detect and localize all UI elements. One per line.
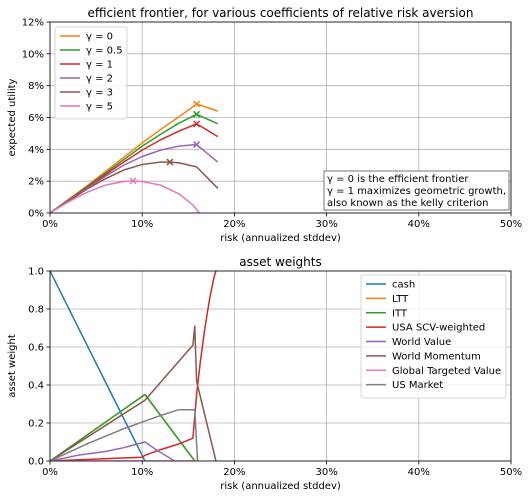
- marker-stroke: [193, 110, 201, 118]
- y-tick-label: 12%: [22, 18, 44, 29]
- chart-2: 0% 10% 20% 30% 40% 50% 0.0 0.2 0.4 0.6 0.8 1.0 asset…: [7, 255, 522, 492]
- annotation-box: [323, 170, 510, 211]
- series-line-8: [50, 408, 199, 461]
- x-tick-label: 30%: [315, 467, 337, 478]
- x-tick-label: 40%: [408, 467, 430, 478]
- y-tick-label: 0.2: [28, 419, 44, 430]
- legend-entry-8: US Market: [392, 380, 443, 391]
- marker-stroke: [166, 158, 174, 166]
- marker-stroke: [193, 141, 201, 149]
- legend-entry-2: γ = 0.5: [86, 46, 123, 57]
- y-tick-label: 0%: [28, 209, 44, 220]
- legend-entry-1: cash: [392, 280, 415, 291]
- y-tick-label: 0.6: [28, 343, 44, 354]
- annotation-line-1: γ = 0 is the efficient frontier: [327, 174, 469, 185]
- series-marker-6: [129, 177, 137, 185]
- marker-stroke: [193, 100, 201, 108]
- plot-frame: [49, 21, 512, 214]
- x-tick-label: 50%: [500, 467, 522, 478]
- legend-entry-1: γ = 0: [86, 32, 113, 43]
- y-tick-label: 8%: [28, 81, 44, 92]
- plot-frame: [49, 270, 512, 462]
- legend-entry-6: World Momentum: [392, 351, 481, 362]
- y-tick-label: 6%: [28, 113, 44, 124]
- x-axis-label: risk (annualized stddev): [220, 481, 341, 492]
- marker-stroke: [193, 120, 201, 128]
- legend-entry-6: γ = 5: [86, 102, 113, 113]
- series-line-3: [50, 393, 196, 461]
- series-line-5: [50, 161, 219, 213]
- series-group: [50, 103, 219, 213]
- x-tick-label: 40%: [408, 219, 430, 230]
- y-tick-label: 2%: [28, 177, 44, 188]
- y-tick-label: 4%: [28, 145, 44, 156]
- chart-1: 0% 10% 20% 30% 40% 50% 0% 2% 4% 6% 8% 10% 12% efficie…: [7, 6, 522, 244]
- series-line-1: [50, 271, 146, 461]
- legend-entry-5: γ = 3: [86, 88, 113, 99]
- series-group: [50, 271, 217, 461]
- y-tick-label: 0.8: [28, 305, 44, 316]
- series-line-6: [50, 325, 217, 461]
- y-tick-label: 10%: [22, 49, 44, 60]
- x-tick-label: 10%: [131, 219, 153, 230]
- marker-stroke: [129, 177, 137, 185]
- y-axis-label: asset weight: [7, 334, 18, 398]
- annotation-line-3: also known as the kelly criterion: [327, 198, 489, 209]
- annotation-line-2: γ = 1 maximizes geometric growth,: [327, 186, 506, 197]
- legend-entry-5: World Value: [392, 337, 451, 348]
- y-tick-label: 0.0: [28, 457, 44, 468]
- y-axis-label: expected utility: [7, 78, 18, 156]
- chart-title: efficient frontier, for various coeffici…: [88, 6, 474, 20]
- legend-box: [360, 274, 507, 399]
- x-axis-label: risk (annualized stddev): [220, 233, 341, 244]
- chart-title: asset weights: [239, 255, 321, 269]
- series-marker-1: [193, 100, 201, 108]
- series-line-4: [50, 271, 217, 461]
- legend-entry-3: ITT: [392, 308, 408, 319]
- x-tick-label: 0%: [42, 219, 58, 230]
- x-tick-label: 0%: [42, 467, 58, 478]
- legend-entry-2: LTT: [392, 294, 409, 305]
- y-tick-label: 1.0: [28, 267, 44, 278]
- x-tick-label: 10%: [131, 467, 153, 478]
- series-line-5: [50, 441, 175, 461]
- x-tick-label: 50%: [500, 219, 522, 230]
- y-tick-label: 0.4: [28, 381, 44, 392]
- series-marker-2: [193, 110, 201, 118]
- x-tick-label: 20%: [223, 467, 245, 478]
- legend-entry-3: γ = 1: [86, 60, 113, 71]
- x-tick-label: 20%: [223, 219, 245, 230]
- series-line-3: [50, 123, 219, 213]
- series-marker-3: [193, 120, 201, 128]
- legend-entry-4: γ = 2: [86, 74, 113, 85]
- legend: cash LTT ITT USA SCV-weighted World Value Wor…: [360, 274, 507, 399]
- series-marker-4: [193, 141, 201, 149]
- series-marker-5: [166, 158, 174, 166]
- legend: γ = 0 γ = 0.5 γ = 1 γ = 2 γ = 3 γ = 5: [54, 26, 128, 120]
- legend-entry-7: Global Targeted Value: [392, 366, 501, 377]
- x-tick-label: 30%: [315, 219, 337, 230]
- legend-entry-4: USA SCV-weighted: [392, 323, 485, 334]
